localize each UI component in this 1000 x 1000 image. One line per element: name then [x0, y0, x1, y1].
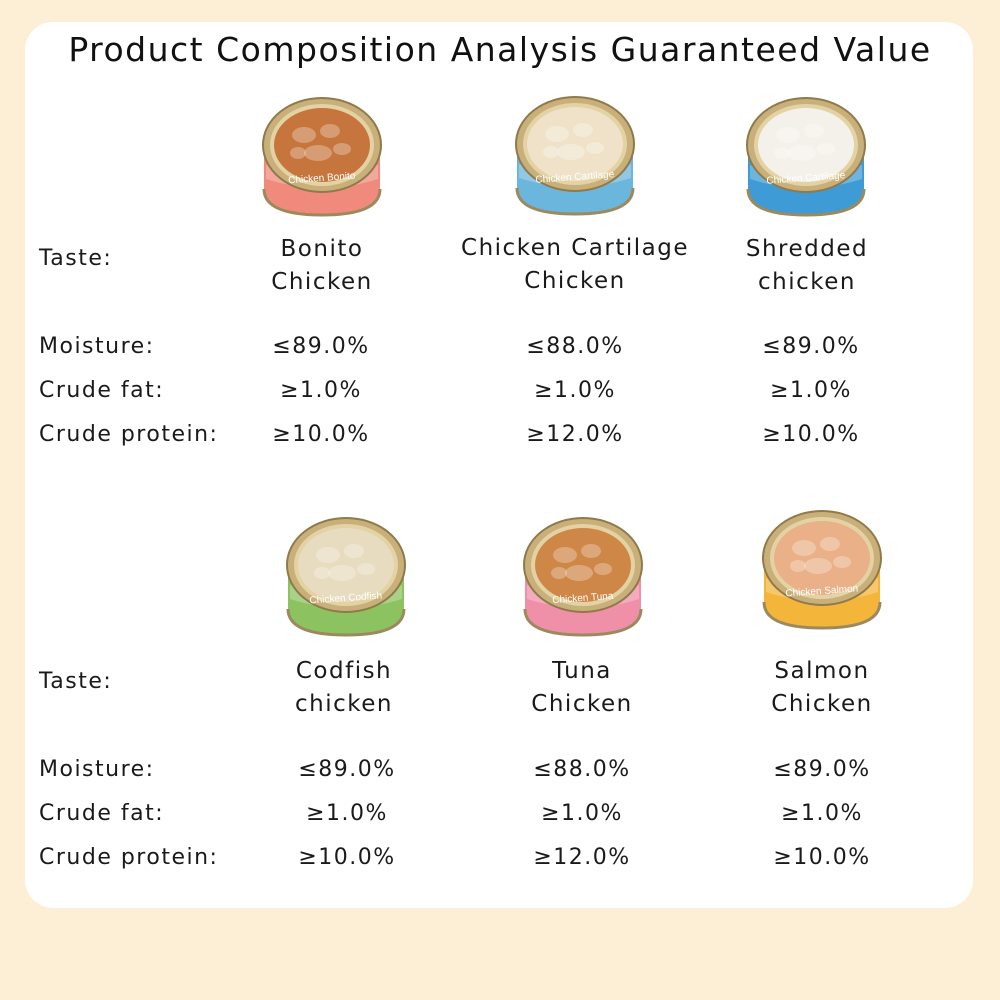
can-icon: Chicken Codfish [286, 517, 406, 637]
can-label-text: Chicken Bonito [288, 171, 356, 187]
product-can-image: Chicken Bonito [260, 93, 384, 219]
crude-fat-value: ≥1.0% [770, 378, 852, 403]
can-icon: Chicken Cartilage [515, 96, 635, 216]
product-taste: Bonito Chicken [192, 233, 452, 299]
crude-protein-value: ≥10.0% [762, 422, 860, 447]
can-icon: Chicken Cartilage [746, 97, 866, 217]
product-taste: Salmon Chicken [692, 655, 952, 721]
taste-line: Shredded [745, 236, 869, 262]
taste-line: Chicken Cartilage [461, 235, 689, 261]
crude-fat-label: Crude fat: [39, 378, 165, 403]
product-taste: Tuna Chicken [452, 655, 712, 721]
taste-line: Chicken [271, 269, 373, 295]
page-title: Product Composition Analysis Guaranteed … [68, 30, 932, 69]
product-can-image: Chicken Cartilage [513, 92, 637, 218]
crude-protein-value: ≥12.0% [526, 422, 624, 447]
can-icon: Chicken Tuna [523, 517, 643, 637]
product-can-image: Chicken Tuna [521, 513, 645, 639]
moisture-label: Moisture: [39, 334, 155, 359]
can-icon: Chicken Bonito [262, 97, 382, 217]
crude-protein-label: Crude protein: [39, 845, 219, 870]
moisture-value: ≤89.0% [298, 757, 396, 782]
crude-fat-value: ≥1.0% [781, 801, 863, 826]
moisture-value: ≤88.0% [526, 334, 624, 359]
crude-protein-value: ≥10.0% [272, 422, 370, 447]
taste-line: Chicken [524, 268, 626, 294]
taste-line: Chicken [771, 691, 873, 717]
product-taste: Chicken Cartilage Chicken [445, 232, 705, 298]
product-taste: Shredded chicken [677, 233, 937, 299]
crude-fat-value: ≥1.0% [534, 378, 616, 403]
product-taste: Codfish chicken [214, 655, 474, 721]
can-icon: Chicken Salmon [762, 510, 882, 630]
product-can-image: Chicken Cartilage [744, 93, 868, 219]
moisture-label: Moisture: [39, 757, 155, 782]
crude-fat-value: ≥1.0% [280, 378, 362, 403]
taste-line: Chicken [531, 691, 633, 717]
taste-line: Salmon [774, 658, 870, 684]
crude-fat-label: Crude fat: [39, 801, 165, 826]
can-label-text: Chicken Codfish [309, 590, 382, 606]
can-label-text: Chicken Salmon [785, 583, 858, 599]
product-can-image: Chicken Codfish [284, 513, 408, 639]
product-can-image: Chicken Salmon [760, 506, 884, 632]
crude-fat-value: ≥1.0% [306, 801, 388, 826]
moisture-value: ≤89.0% [272, 334, 370, 359]
crude-protein-value: ≥10.0% [773, 845, 871, 870]
moisture-value: ≤89.0% [773, 757, 871, 782]
moisture-value: ≤88.0% [533, 757, 631, 782]
taste-line: chicken [295, 691, 393, 717]
taste-label: Taste: [39, 669, 113, 694]
crude-fat-value: ≥1.0% [541, 801, 623, 826]
crude-protein-value: ≥10.0% [298, 845, 396, 870]
taste-line: Bonito [280, 236, 364, 262]
crude-protein-label: Crude protein: [39, 422, 219, 447]
taste-line: Tuna [552, 658, 612, 684]
moisture-value: ≤89.0% [762, 334, 860, 359]
crude-protein-value: ≥12.0% [533, 845, 631, 870]
taste-line: Codfish [295, 658, 393, 684]
taste-line: chicken [758, 269, 856, 295]
taste-label: Taste: [39, 246, 113, 271]
can-label-text: Chicken Tuna [552, 591, 614, 606]
